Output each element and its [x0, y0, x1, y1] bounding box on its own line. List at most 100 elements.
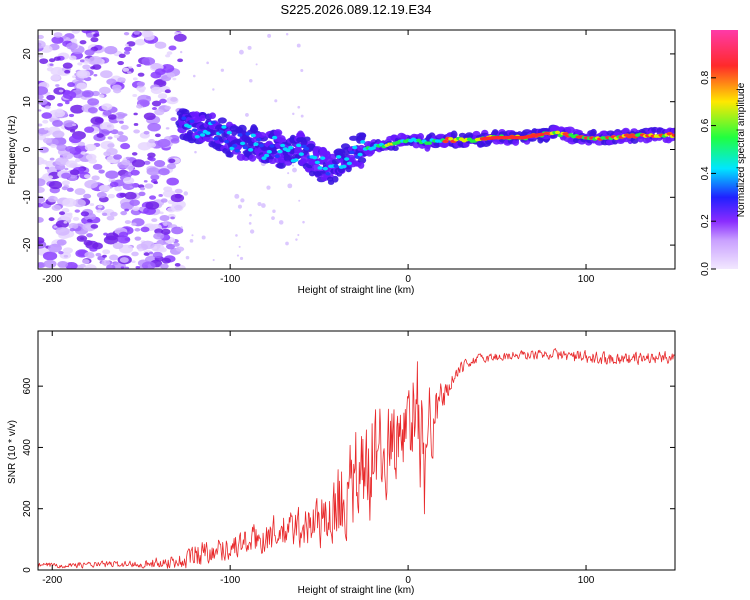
- noise-blob: [80, 151, 87, 155]
- noise-blob: [175, 246, 185, 252]
- noise-blob: [133, 30, 140, 35]
- ridge-core: [333, 164, 339, 168]
- noise-blob: [38, 236, 45, 244]
- ridge-halo: [209, 112, 216, 119]
- noise-blob: [82, 64, 91, 70]
- noise-blob: [129, 199, 140, 207]
- noise-blob: [140, 226, 150, 233]
- noise-blob: [116, 135, 129, 143]
- noise-speck: [234, 193, 240, 199]
- noise-blob: [143, 252, 150, 256]
- noise-blob: [132, 77, 138, 81]
- noise-blob: [70, 104, 85, 114]
- noise-blob: [141, 57, 156, 66]
- snr-ytick-label: 0: [22, 567, 33, 573]
- noise-blob: [141, 261, 156, 269]
- noise-blob: [57, 261, 69, 268]
- noise-blob: [148, 138, 156, 144]
- noise-blob: [46, 94, 56, 101]
- snr-xtick-label: -200: [42, 575, 62, 586]
- snr-ytick-label: 200: [22, 500, 33, 517]
- noise-blob: [63, 221, 68, 224]
- ridge-core: [191, 128, 198, 132]
- noise-speck: [302, 220, 305, 224]
- ridge-halo: [392, 145, 399, 152]
- ridge-core: [293, 158, 299, 162]
- noise-blob: [69, 169, 80, 176]
- noise-blob: [68, 113, 75, 118]
- ridge-core: [448, 137, 454, 141]
- noise-blob: [87, 107, 98, 114]
- noise-speck: [292, 164, 295, 167]
- noise-blob: [69, 227, 76, 232]
- noise-blob: [98, 184, 111, 192]
- noise-blob: [68, 135, 82, 144]
- noise-speck: [239, 49, 244, 55]
- noise-blob: [164, 105, 172, 110]
- noise-blob: [46, 67, 54, 72]
- noise-blob: [159, 215, 170, 222]
- noise-blob: [102, 249, 111, 255]
- ridge-halo: [331, 175, 339, 183]
- noise-blob: [48, 58, 56, 63]
- noise-blob: [113, 134, 120, 139]
- ridge-core: [240, 141, 246, 146]
- noise-blob: [113, 154, 122, 160]
- noise-blob: [146, 167, 161, 176]
- noise-blob: [81, 213, 86, 216]
- noise-blob: [39, 58, 49, 64]
- noise-blob: [76, 235, 88, 242]
- noise-blob: [122, 176, 135, 185]
- noise-blob: [38, 216, 44, 223]
- snr-panel: -200 -100 0 100 0 200 400 600 Height of straigh…: [7, 330, 676, 596]
- noise-blob: [154, 228, 164, 235]
- noise-blob: [117, 77, 126, 83]
- noise-blob: [166, 96, 179, 105]
- noise-blob: [98, 94, 105, 98]
- ridge-core: [272, 135, 278, 140]
- noise-blob: [70, 38, 78, 43]
- ridge-core: [336, 155, 342, 159]
- ridge-core: [298, 152, 304, 156]
- ridge-halo: [564, 126, 575, 134]
- ridge-halo: [199, 114, 206, 122]
- ridge-core: [261, 156, 267, 160]
- ridge-core: [213, 136, 219, 141]
- ridge-core: [258, 143, 264, 148]
- noise-blob: [40, 159, 48, 165]
- noise-speck: [245, 113, 249, 117]
- noise-blob: [164, 89, 171, 94]
- ridge-core: [189, 119, 195, 124]
- ridge-core: [314, 160, 320, 165]
- noise-blob: [81, 30, 92, 34]
- noise-blob: [125, 156, 130, 160]
- noise-blob: [71, 30, 80, 34]
- noise-blob: [96, 182, 101, 185]
- noise-blob: [49, 63, 54, 67]
- ridge-peak: [666, 132, 673, 136]
- noise-blob: [109, 211, 118, 217]
- noise-blob: [150, 174, 160, 181]
- noise-blob: [133, 123, 139, 126]
- ridge-core: [325, 171, 331, 176]
- noise-blob: [143, 33, 155, 41]
- noise-blob: [150, 86, 163, 95]
- noise-blob: [96, 209, 102, 213]
- noise-blob: [107, 143, 115, 148]
- noise-blob: [56, 144, 68, 152]
- noise-blob: [166, 177, 179, 186]
- noise-blob: [63, 254, 69, 258]
- noise-blob: [101, 212, 108, 216]
- noise-speck: [300, 68, 304, 73]
- ridge-core: [320, 156, 326, 160]
- noise-blob: [173, 31, 179, 35]
- noise-blob: [114, 186, 123, 192]
- noise-blob: [81, 90, 94, 98]
- noise-speck: [201, 235, 206, 240]
- noise-blob: [50, 74, 61, 81]
- ridge-halo: [276, 162, 286, 169]
- ridge-core: [344, 157, 350, 161]
- noise-blob: [82, 259, 90, 264]
- noise-blob: [90, 224, 99, 229]
